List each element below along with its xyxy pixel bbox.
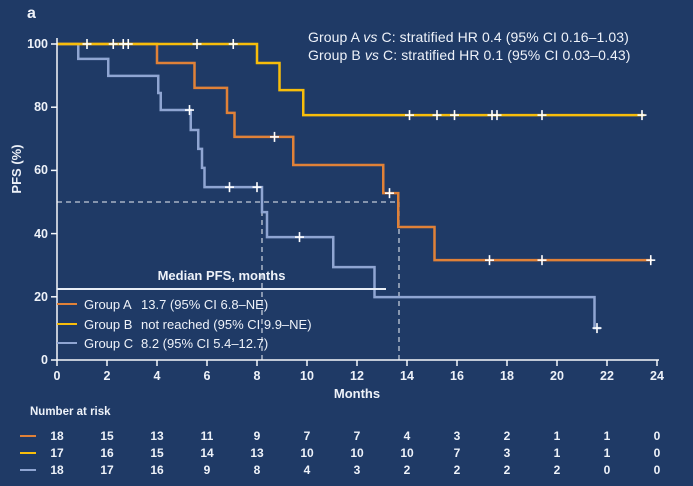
- at-risk-count: 2: [503, 429, 511, 443]
- at-risk-count: 2: [553, 463, 561, 477]
- at-risk-count: 15: [100, 429, 114, 443]
- at-risk-count: 8: [253, 463, 261, 477]
- at-risk-count: 16: [100, 446, 114, 460]
- legend-row-group-c: Group C 8.2 (95% CI 5.4–12.7): [0, 334, 268, 352]
- legend-group-value: not reached (95% CI 9.9–NE): [141, 316, 312, 332]
- at-risk-count: 3: [503, 446, 511, 460]
- at-risk-count: 18: [50, 463, 64, 477]
- legend-group-label: Group B: [84, 316, 133, 332]
- legend-underline: [57, 288, 386, 290]
- legend-group-value: 13.7 (95% CI 6.8–NE): [141, 296, 269, 312]
- y-tick-label: 20: [34, 289, 48, 304]
- group-a-line-marker: [57, 303, 77, 305]
- at-risk-count: 0: [653, 446, 661, 460]
- legend-header: Median PFS, months: [157, 268, 286, 283]
- at-risk-count: 13: [150, 429, 164, 443]
- legend-group-label: Group A: [84, 296, 132, 312]
- legend-row-group-a: Group A 13.7 (95% CI 6.8–NE): [0, 295, 268, 313]
- annotation-text: Group A: [308, 29, 364, 45]
- x-tick-label: 8: [253, 369, 261, 383]
- group-c-line-marker: [57, 342, 77, 344]
- at-risk-count: 7: [453, 446, 461, 460]
- x-tick-label: 10: [300, 369, 314, 383]
- x-tick-label: 12: [350, 369, 364, 383]
- at-risk-count: 9: [253, 429, 261, 443]
- x-tick-label: 24: [650, 369, 664, 383]
- legend-row-group-b: Group B not reached (95% CI 9.9–NE): [0, 315, 312, 333]
- group-b-line-marker: [20, 452, 36, 454]
- at-risk-count: 2: [453, 463, 461, 477]
- at-risk-count: 2: [403, 463, 411, 477]
- at-risk-title: Number at risk: [30, 406, 111, 418]
- at-risk-count: 3: [353, 463, 361, 477]
- at-risk-count: 4: [403, 429, 411, 443]
- y-tick-label: 100: [27, 37, 48, 51]
- group-b-curve: [57, 42, 645, 117]
- group-a-curve: [57, 42, 652, 262]
- at-risk-count: 18: [50, 429, 64, 443]
- at-risk-count: 16: [150, 463, 164, 477]
- at-risk-count: 7: [303, 429, 311, 443]
- group-c-line-marker: [20, 469, 36, 471]
- group-a-line-marker: [20, 435, 36, 437]
- x-tick-label: 16: [450, 369, 464, 383]
- at-risk-count: 4: [303, 463, 311, 477]
- x-tick-label: 4: [153, 369, 161, 383]
- at-risk-count: 10: [300, 446, 314, 460]
- at-risk-count: 14: [200, 446, 214, 460]
- hr-annotation-line-2: Group B vs C: stratified HR 0.1 (95% CI …: [308, 47, 630, 63]
- at-risk-count: 1: [553, 429, 561, 443]
- at-risk-count: 3: [453, 429, 461, 443]
- x-tick-label: 14: [400, 369, 414, 383]
- at-risk-count: 1: [553, 446, 561, 460]
- y-tick-label: 80: [34, 100, 48, 115]
- panel-label: a: [27, 5, 36, 22]
- group-b-line-marker: [57, 323, 77, 325]
- at-risk-count: 17: [100, 463, 114, 477]
- x-tick-label: 2: [103, 369, 111, 383]
- at-risk-count: 1: [603, 429, 611, 443]
- x-tick-label: 18: [500, 369, 514, 383]
- x-tick-label: 20: [550, 369, 564, 383]
- at-risk-row-group-a: 18 15 13 11 9 7 7 4 3 2 1 1 0: [0, 428, 693, 444]
- legend-group-value: 8.2 (95% CI 5.4–12.7): [141, 335, 269, 351]
- at-risk-count: 17: [50, 446, 64, 460]
- annotation-vs: vs: [363, 29, 378, 45]
- x-axis-title: Months: [333, 386, 381, 401]
- at-risk-count: 15: [150, 446, 164, 460]
- at-risk-count: 0: [603, 463, 611, 477]
- hr-annotation-line-1: Group A vs C: stratified HR 0.4 (95% CI …: [308, 29, 629, 45]
- at-risk-count: 10: [400, 446, 414, 460]
- y-tick-label: 60: [34, 163, 48, 178]
- at-risk-count: 9: [203, 463, 211, 477]
- at-risk-count: 0: [653, 429, 661, 443]
- y-tick-label: 40: [34, 226, 48, 241]
- at-risk-count: 1: [603, 446, 611, 460]
- annotation-vs: vs: [364, 47, 380, 63]
- at-risk-count: 13: [250, 446, 264, 460]
- at-risk-count: 11: [200, 429, 214, 443]
- annotation-text: C: stratified HR 0.4 (95% CI 0.16–1.03): [377, 29, 629, 45]
- x-tick-label: 6: [203, 369, 211, 383]
- at-risk-row-group-c: 18 17 16 9 8 4 3 2 2 2 2 0 0: [0, 462, 693, 478]
- legend-group-label: Group C: [84, 335, 134, 351]
- y-tick-label: 0: [41, 353, 48, 367]
- annotation-text: Group B: [308, 47, 365, 63]
- at-risk-count: 10: [350, 446, 364, 460]
- at-risk-count: 2: [503, 463, 511, 477]
- at-risk-row-group-b: 17 16 15 14 13 10 10 10 7 3 1 1 0: [0, 445, 693, 461]
- group-c-curve: [57, 42, 601, 330]
- x-tick-label: 22: [600, 369, 614, 383]
- annotation-text: C: stratified HR 0.1 (95% CI 0.03–0.43): [379, 47, 631, 63]
- x-tick-label: 0: [53, 369, 61, 383]
- at-risk-count: 7: [353, 429, 361, 443]
- at-risk-count: 0: [653, 463, 661, 477]
